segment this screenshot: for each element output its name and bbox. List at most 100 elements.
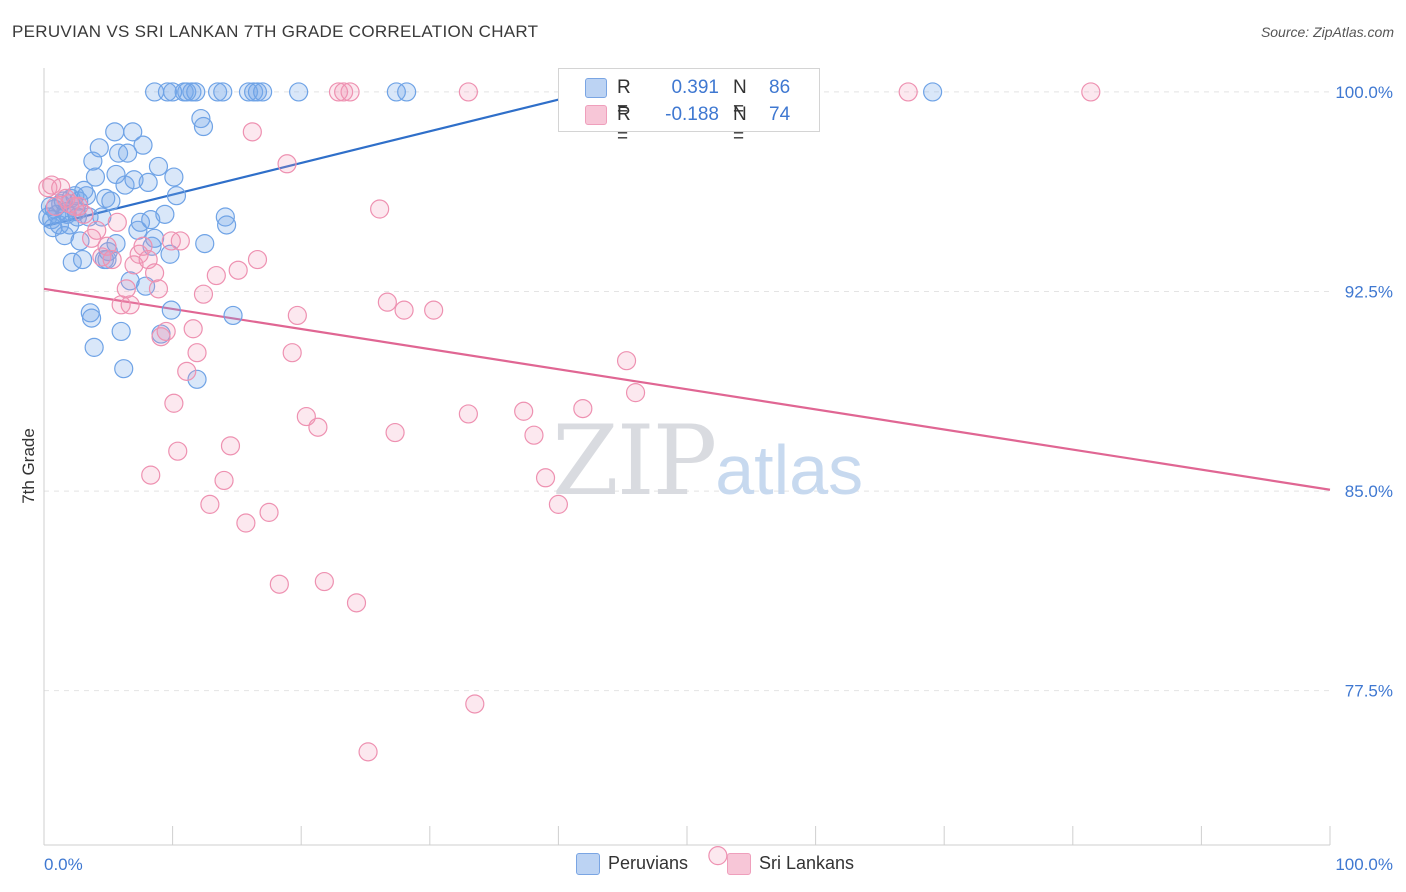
data-point — [74, 204, 94, 224]
data-point — [51, 178, 71, 198]
data-point — [514, 401, 534, 421]
data-point — [269, 574, 289, 594]
data-point — [45, 196, 66, 216]
data-point — [72, 249, 93, 270]
data-point — [138, 172, 158, 193]
data-point — [101, 191, 121, 211]
data-point — [220, 436, 241, 456]
y-axis-label: 7th Grade — [19, 428, 38, 504]
data-point — [102, 249, 122, 270]
data-point — [163, 82, 183, 102]
tick-labels: 77.5% 85.0% 92.5% 100.0% 0.0% 100.0% — [44, 83, 1393, 874]
data-point — [385, 422, 405, 443]
data-point — [170, 231, 190, 251]
data-point — [1081, 82, 1101, 102]
data-point — [340, 82, 360, 102]
data-point — [346, 593, 367, 613]
data-point — [377, 292, 397, 312]
data-point — [84, 337, 104, 357]
data-point — [524, 425, 544, 445]
y-tick-label: 77.5% — [1345, 682, 1393, 701]
data-point — [54, 226, 75, 246]
data-point — [85, 167, 106, 187]
data-point — [394, 300, 414, 320]
data-point — [166, 186, 187, 206]
data-point — [183, 319, 203, 339]
data-point — [386, 82, 406, 102]
data-point — [89, 138, 109, 158]
data-point — [217, 215, 237, 235]
data-point — [120, 295, 140, 315]
data-point — [124, 255, 144, 275]
data-point — [708, 846, 728, 866]
data-point — [87, 220, 107, 240]
data-point — [214, 470, 234, 491]
data-point — [370, 199, 390, 219]
data-point — [289, 82, 309, 102]
legend-r-value: -0.188 — [665, 104, 719, 125]
data-point — [573, 398, 593, 419]
data-point — [334, 82, 354, 102]
data-point — [193, 284, 214, 304]
trend-line-peruvians — [43, 92, 585, 228]
data-point — [148, 279, 169, 299]
data-point — [282, 343, 302, 363]
data-point — [253, 82, 273, 102]
legend-n-label: N = — [733, 77, 747, 120]
data-point — [236, 513, 256, 533]
data-point — [242, 122, 262, 142]
y-tick-label: 92.5% — [1345, 283, 1393, 302]
legend-n-label: N = — [733, 104, 747, 147]
data-point — [96, 188, 116, 208]
data-point — [898, 82, 918, 102]
data-point — [535, 468, 556, 488]
legend-swatch-sri-lankans — [727, 853, 751, 875]
legend-r-label: R = — [617, 77, 631, 120]
data-point — [458, 82, 478, 102]
data-point — [117, 143, 138, 163]
legend-label-sri-lankans: Sri Lankans — [759, 853, 855, 873]
data-point — [193, 116, 214, 137]
legend-swatch-peruvians — [585, 78, 607, 98]
data-point — [156, 321, 176, 342]
y-tick-label: 85.0% — [1345, 482, 1393, 501]
series-sri-lankans — [38, 82, 1101, 866]
data-point — [70, 231, 90, 251]
data-point — [397, 82, 417, 102]
data-point — [148, 156, 169, 177]
axes — [43, 68, 1331, 846]
x-tick-label: 100.0% — [1335, 855, 1393, 874]
trend-lines — [43, 92, 1331, 491]
data-point — [247, 82, 268, 102]
data-point — [923, 82, 943, 102]
data-point — [177, 361, 197, 381]
data-point — [111, 321, 131, 342]
data-point — [115, 175, 135, 195]
data-point — [155, 204, 175, 224]
data-point — [164, 167, 184, 187]
data-point — [287, 305, 307, 326]
series-peruvians — [38, 82, 943, 389]
data-point — [424, 300, 444, 320]
data-point — [97, 249, 117, 270]
stats-legend: R = 0.391 N = 86 R = -0.188 N = 74 — [558, 68, 820, 147]
data-point — [168, 441, 188, 461]
data-point — [107, 212, 127, 232]
data-point — [314, 571, 334, 592]
data-point — [277, 154, 297, 174]
data-point — [206, 265, 226, 286]
data-point — [228, 260, 248, 280]
gridlines — [44, 91, 1330, 692]
data-point — [616, 351, 637, 371]
data-point — [223, 305, 243, 326]
data-point — [141, 465, 161, 485]
watermark-atlas: atlas — [715, 431, 864, 509]
data-point — [191, 108, 211, 129]
source-label: Source: ZipAtlas.com — [1260, 24, 1394, 40]
data-point — [259, 502, 279, 522]
data-point — [200, 494, 220, 514]
data-point — [358, 742, 378, 762]
legend-swatch-sri-lankans — [585, 105, 607, 125]
data-point — [144, 228, 165, 248]
